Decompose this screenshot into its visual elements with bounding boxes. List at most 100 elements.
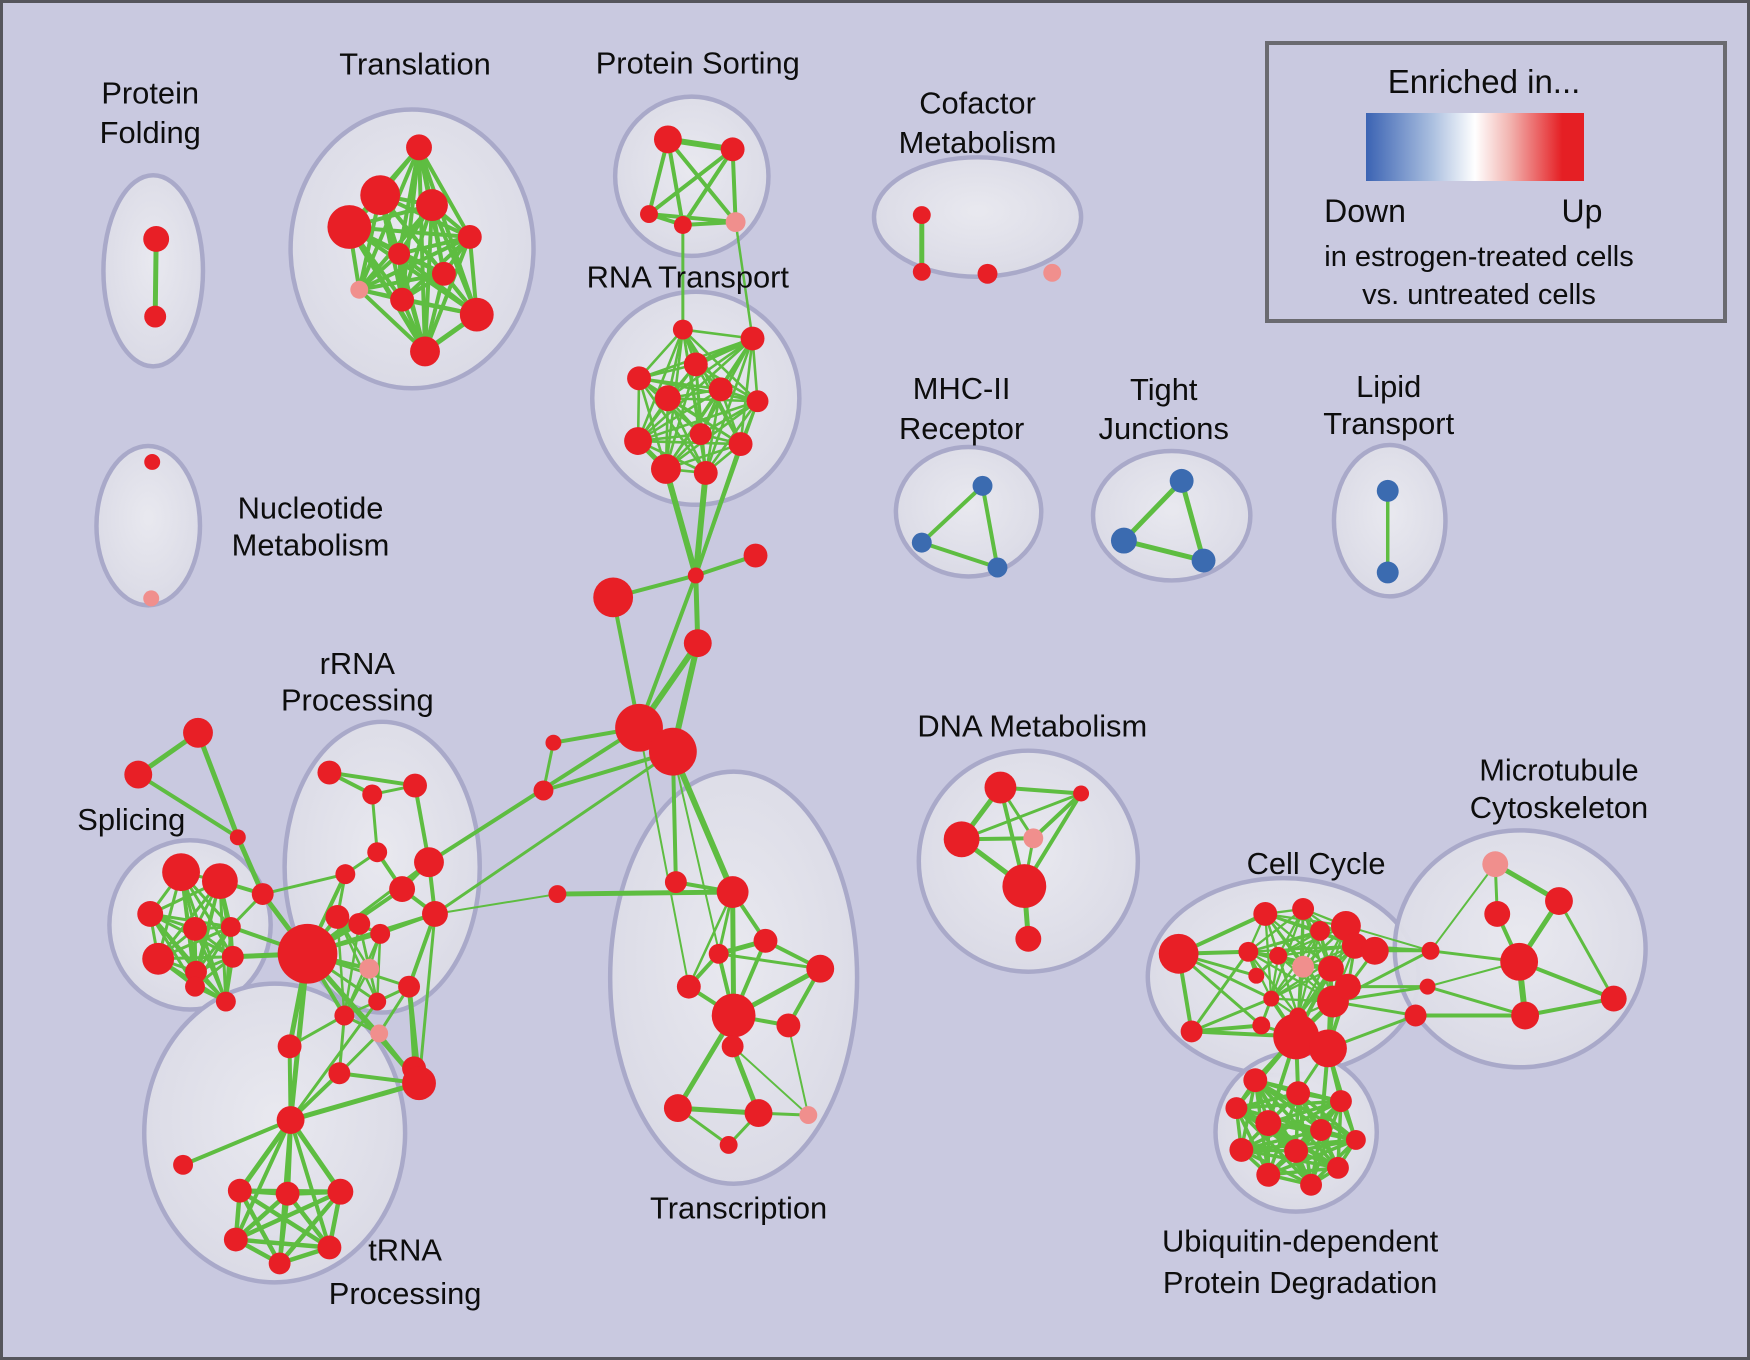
edge bbox=[1270, 944, 1357, 1000]
gene-set-node-rt2 bbox=[740, 326, 765, 351]
edge bbox=[327, 770, 418, 788]
gene-set-node-cc6 bbox=[1269, 946, 1288, 965]
edge bbox=[289, 1000, 379, 1122]
edge bbox=[357, 234, 472, 292]
gene-set-node-m4 bbox=[1600, 985, 1627, 1012]
gene-set-node-u10 bbox=[1326, 1156, 1349, 1179]
cluster-label-translation: Translation bbox=[339, 47, 491, 82]
edge bbox=[704, 387, 722, 475]
gene-set-node-t9 bbox=[663, 1094, 692, 1123]
gene-set-node-cc2 bbox=[1292, 898, 1315, 920]
cluster-ellipse-tight-junctions bbox=[1090, 448, 1253, 583]
edge bbox=[1557, 899, 1616, 1001]
edge bbox=[233, 1189, 343, 1242]
gene-set-node-lt1 bbox=[1376, 479, 1399, 502]
edge bbox=[397, 234, 472, 256]
gene-set-node-x4 bbox=[223, 1227, 248, 1252]
edge bbox=[357, 271, 446, 292]
gene-set-node-cc11 bbox=[1263, 990, 1280, 1007]
edge bbox=[423, 234, 472, 354]
edge bbox=[1523, 996, 1616, 1018]
edge bbox=[346, 224, 428, 354]
gene-set-node-pf2 bbox=[144, 305, 167, 328]
gene-set-node-s5 bbox=[220, 916, 241, 937]
edge bbox=[1247, 907, 1305, 953]
gene-set-node-t7 bbox=[776, 1013, 801, 1038]
gene-set-node-tj3 bbox=[1191, 548, 1216, 573]
gene-set-node-b8 bbox=[328, 1062, 351, 1085]
gene-set-node-s7 bbox=[185, 960, 207, 983]
gene-set-node-rt3 bbox=[627, 366, 651, 391]
gene-set-node-cc16 bbox=[1180, 1020, 1203, 1043]
gene-set-node-rt9 bbox=[689, 423, 712, 446]
gene-set-node-t3 bbox=[708, 943, 729, 964]
legend-down-label: Down bbox=[1324, 193, 1406, 229]
edge bbox=[730, 147, 738, 225]
gene-set-node-rt12 bbox=[693, 460, 718, 485]
edge bbox=[662, 465, 699, 579]
gene-set-node-rt5 bbox=[654, 385, 681, 412]
cluster-label-rrna-processing: rRNA Processing bbox=[281, 646, 434, 718]
cluster-ellipse-protein-folding bbox=[101, 172, 206, 369]
gene-set-node-ps4 bbox=[673, 216, 692, 234]
edge bbox=[664, 363, 698, 471]
edge bbox=[357, 287, 427, 354]
edge bbox=[426, 725, 642, 865]
cluster-label-lipid-transport: Lipid Transport bbox=[1323, 369, 1454, 441]
edge bbox=[417, 145, 472, 239]
edge bbox=[1179, 478, 1207, 564]
gene-set-node-b7 bbox=[402, 1066, 436, 1101]
gene-set-node-ps5 bbox=[725, 212, 746, 232]
gene-set-node-ccp bbox=[1292, 955, 1315, 978]
gene-set-node-cf1 bbox=[912, 206, 931, 225]
gene-set-node-n1 bbox=[144, 454, 161, 470]
gene-set-node-mh3 bbox=[987, 557, 1008, 578]
gene-set-node-r7 bbox=[389, 876, 416, 903]
legend-caption-line1: in estrogen-treated cells bbox=[1324, 241, 1634, 273]
gene-set-node-cc7 bbox=[1318, 955, 1344, 982]
edge bbox=[288, 1118, 332, 1250]
gene-set-node-ls1 bbox=[545, 734, 562, 751]
gene-set-node-t5 bbox=[676, 974, 701, 999]
gene-set-node-cc4 bbox=[1310, 920, 1330, 941]
network-canvas: Protein Folding Translation Protein Sorting… bbox=[77, 46, 1648, 1312]
gene-set-node-j1 bbox=[687, 567, 704, 584]
cluster-label-splicing: Splicing bbox=[77, 802, 185, 837]
gene-set-node-t2 bbox=[753, 928, 778, 953]
gene-set-node-cn1 bbox=[1421, 941, 1440, 960]
gene-set-node-m1 bbox=[1545, 887, 1573, 915]
gene-set-node-x3 bbox=[327, 1178, 354, 1205]
edge bbox=[1190, 950, 1250, 1033]
edge bbox=[1121, 478, 1185, 544]
gene-set-node-rt10 bbox=[728, 432, 753, 456]
edge bbox=[1190, 997, 1273, 1033]
legend-title: Enriched in... bbox=[1387, 63, 1581, 100]
gene-set-node-tl6 bbox=[388, 242, 411, 265]
gene-set-node-r4 bbox=[367, 842, 388, 863]
gene-set-node-tl4 bbox=[327, 205, 372, 249]
edge bbox=[233, 1118, 293, 1242]
edge bbox=[1121, 538, 1207, 564]
gene-set-node-x1 bbox=[227, 1178, 252, 1203]
gene-set-node-t4 bbox=[806, 954, 835, 983]
gene-set-node-r12 bbox=[422, 901, 448, 927]
gene-set-node-tj1 bbox=[1169, 468, 1194, 493]
gene-set-node-rt8 bbox=[624, 427, 652, 455]
edge bbox=[731, 1045, 810, 1117]
edge bbox=[181, 1118, 293, 1167]
gene-set-node-s3 bbox=[137, 901, 164, 927]
gene-set-node-cf4 bbox=[1043, 263, 1062, 282]
cluster-label-mhc-ii-receptor: MHC-II Receptor bbox=[899, 371, 1024, 446]
edge bbox=[433, 750, 675, 916]
gene-set-node-r6 bbox=[335, 864, 356, 885]
edge bbox=[237, 1117, 294, 1194]
gene-set-node-u9 bbox=[1284, 1138, 1309, 1163]
edge bbox=[980, 483, 1000, 570]
gene-set-node-ccb2 bbox=[1309, 1029, 1347, 1068]
cluster-label-ubiquitin-degradation: Ubiquitin-dependent Protein Degradation bbox=[1162, 1223, 1439, 1300]
edge bbox=[261, 872, 347, 896]
gene-set-node-ps2 bbox=[720, 137, 745, 162]
gene-set-node-th bbox=[276, 1106, 305, 1134]
gene-set-node-ccb1 bbox=[1273, 1013, 1320, 1060]
gene-set-node-r10 bbox=[370, 923, 391, 944]
